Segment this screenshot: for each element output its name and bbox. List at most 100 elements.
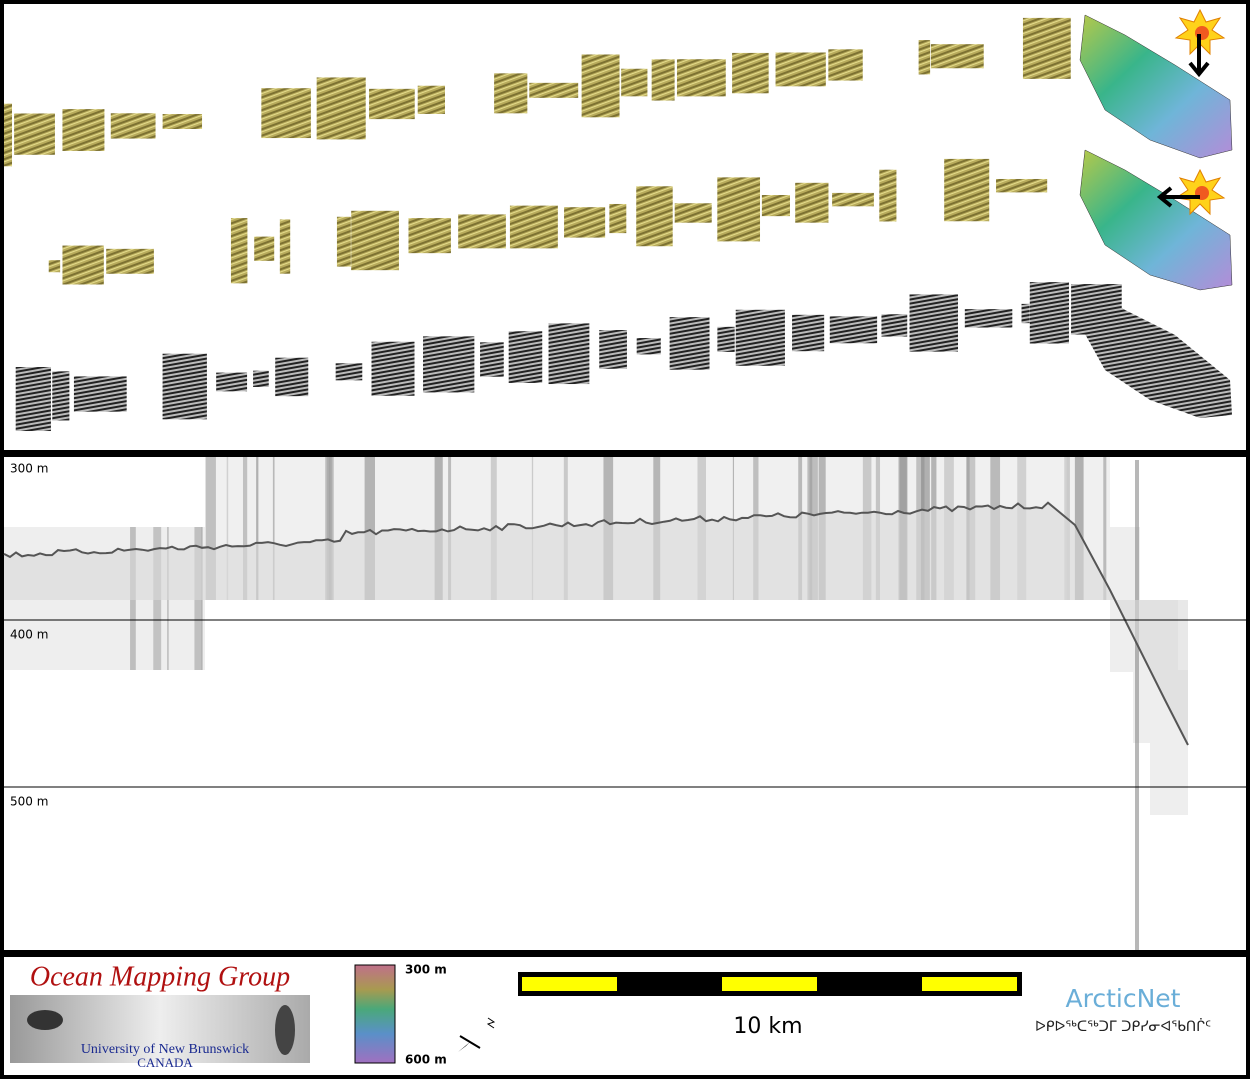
swath-segment <box>62 245 104 285</box>
swath-segment <box>621 68 648 97</box>
echo-stripe <box>448 457 452 600</box>
swath-segment <box>581 54 620 118</box>
swath-segment <box>930 44 984 69</box>
swath-segment <box>417 85 445 114</box>
swath-segment <box>494 73 528 114</box>
depth-label: 500 m <box>10 795 48 809</box>
swath-segment <box>609 203 627 234</box>
logo-shape <box>27 1010 63 1030</box>
echo-stripe <box>329 457 331 600</box>
swath-segment <box>909 294 958 352</box>
swath-segment <box>669 317 710 370</box>
swath-segment <box>335 363 363 381</box>
swath-segment <box>316 77 366 140</box>
logo-title: Ocean Mapping Group <box>30 961 290 992</box>
swath-segment <box>832 192 874 207</box>
bathymetry-fan <box>1079 14 1233 159</box>
swath-segment <box>351 210 399 271</box>
partner-syllabics: ᐅᑭᐅᖅᑕᖅᑐᒥ ᑐᑭᓯᓂᐊᖃᑎᒌᑦ <box>1035 1018 1211 1035</box>
swath-segment <box>509 205 558 249</box>
echo-stripe <box>1135 460 1139 950</box>
colorbar-label: 300 m <box>405 963 447 977</box>
swath-segment <box>636 338 661 355</box>
echo-stripe <box>1103 457 1107 600</box>
swath-segment <box>996 178 1048 193</box>
north-arrow <box>458 1017 496 1052</box>
swath-segment <box>881 314 908 337</box>
swath-segment <box>106 248 154 274</box>
swath-segment <box>216 372 248 392</box>
logo-shape <box>275 1005 295 1055</box>
swath-segment <box>944 158 990 222</box>
color-bar <box>354 964 396 1064</box>
swath-segment <box>110 113 156 139</box>
swath-segment <box>651 59 675 101</box>
swath-segment <box>599 330 627 369</box>
swath-segment <box>964 309 1013 328</box>
echo-stripe <box>256 457 259 600</box>
swath-segment <box>480 342 504 377</box>
swath-segment <box>253 370 269 387</box>
swath-segment <box>458 214 506 249</box>
swath-segment <box>564 207 606 238</box>
echo-stripe <box>205 457 216 600</box>
swath-segment <box>674 203 712 223</box>
swath-segment <box>62 109 105 151</box>
logo-country: CANADA <box>137 1055 193 1070</box>
swath-segment <box>676 59 726 97</box>
arrow <box>1156 186 1200 208</box>
echo-stripe <box>226 457 229 600</box>
swath-segment <box>371 341 415 396</box>
swath-segment <box>828 49 863 81</box>
echo-stripe <box>325 457 333 600</box>
swath-strips <box>4 17 1122 432</box>
seafloor-shade <box>4 502 1188 745</box>
partner-name: ArcticNet <box>1066 984 1181 1013</box>
swath-segment <box>717 177 761 242</box>
swath-segment <box>829 316 878 344</box>
swath-segment <box>423 336 475 393</box>
seafloor-line <box>3 501 1189 746</box>
scale-segment <box>722 977 817 991</box>
swath-segment <box>918 40 931 75</box>
swath-segment <box>879 169 897 222</box>
swath-segment <box>548 323 590 385</box>
echo-stripe <box>272 457 275 600</box>
depth-profile <box>3 457 1189 950</box>
swath-segment <box>14 113 55 155</box>
swath-segment <box>732 52 769 94</box>
swath-segment <box>1021 303 1030 324</box>
swath-segment <box>15 366 51 432</box>
swath-segment <box>529 82 579 98</box>
swath-segment <box>1029 282 1069 344</box>
swath-segment <box>408 218 451 254</box>
swath-segment <box>4 103 13 167</box>
swath-segment <box>261 88 311 139</box>
swath-segment <box>162 114 203 129</box>
echo-stripe <box>364 457 375 600</box>
swath-segment <box>792 314 825 352</box>
swath-segment <box>162 353 207 420</box>
scale-segment <box>522 977 617 991</box>
swath-segment <box>636 186 673 247</box>
colorbar-label: 600 m <box>405 1053 447 1067</box>
swath-segment <box>52 371 70 421</box>
logo-background <box>10 995 310 1063</box>
scale-segment <box>922 977 1017 991</box>
echo-stripe <box>1074 457 1084 600</box>
swath-segment <box>275 357 309 397</box>
swath-segment <box>775 52 826 87</box>
depth-label: 400 m <box>10 628 48 642</box>
backscatter-fan <box>1080 285 1232 418</box>
swath-segment <box>230 218 248 284</box>
swath-segment <box>369 88 415 120</box>
depth-label: 300 m <box>10 462 48 476</box>
swath-segment <box>761 195 790 217</box>
swath-segment <box>279 219 291 274</box>
swath-segment <box>508 331 543 383</box>
bathymetry-fan <box>1079 149 1233 291</box>
swath-segment <box>717 326 735 352</box>
echo-stripe <box>242 457 248 600</box>
